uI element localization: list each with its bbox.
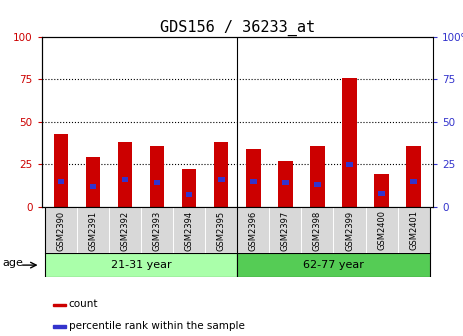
Bar: [410, 179, 417, 184]
Bar: [186, 192, 193, 197]
Bar: [53, 303, 66, 306]
Bar: [246, 149, 261, 207]
Text: 62-77 year: 62-77 year: [303, 260, 364, 270]
Bar: [173, 207, 205, 254]
Text: 21-31 year: 21-31 year: [111, 260, 171, 270]
Bar: [205, 207, 238, 254]
Bar: [282, 180, 288, 185]
Bar: [154, 180, 160, 185]
Text: GSM2391: GSM2391: [88, 210, 98, 251]
Bar: [366, 207, 398, 254]
Bar: [109, 207, 141, 254]
Bar: [346, 162, 353, 167]
Bar: [58, 179, 64, 184]
Bar: [269, 207, 301, 254]
Bar: [378, 191, 385, 196]
Bar: [214, 142, 228, 207]
Bar: [90, 184, 96, 189]
Text: percentile rank within the sample: percentile rank within the sample: [69, 321, 244, 331]
Bar: [45, 207, 77, 254]
Text: GSM2400: GSM2400: [377, 210, 386, 250]
Bar: [118, 142, 132, 207]
Bar: [54, 134, 68, 207]
Text: GSM2398: GSM2398: [313, 210, 322, 251]
Text: GSM2395: GSM2395: [217, 210, 226, 251]
Text: GSM2396: GSM2396: [249, 210, 258, 251]
Bar: [218, 177, 225, 182]
Bar: [141, 207, 173, 254]
Text: GSM2401: GSM2401: [409, 210, 418, 250]
Bar: [182, 169, 196, 207]
Bar: [150, 145, 164, 207]
Bar: [250, 179, 257, 184]
Bar: [375, 174, 389, 207]
Bar: [407, 145, 421, 207]
Bar: [238, 207, 269, 254]
Title: GDS156 / 36233_at: GDS156 / 36233_at: [160, 19, 315, 36]
Text: GSM2394: GSM2394: [185, 210, 194, 251]
Bar: [301, 207, 333, 254]
Bar: [398, 207, 430, 254]
Bar: [342, 78, 357, 207]
Bar: [310, 145, 325, 207]
Text: GSM2393: GSM2393: [153, 210, 162, 251]
Bar: [122, 177, 128, 182]
Text: GSM2390: GSM2390: [56, 210, 65, 251]
Bar: [278, 161, 293, 207]
Bar: [53, 325, 66, 328]
Bar: [238, 253, 430, 277]
Text: GSM2399: GSM2399: [345, 210, 354, 251]
Bar: [314, 182, 321, 187]
Bar: [333, 207, 366, 254]
Text: GSM2397: GSM2397: [281, 210, 290, 251]
Bar: [77, 207, 109, 254]
Text: GSM2392: GSM2392: [120, 210, 130, 251]
Text: age: age: [2, 258, 23, 268]
Bar: [45, 253, 238, 277]
Bar: [86, 158, 100, 207]
Text: count: count: [69, 299, 98, 309]
